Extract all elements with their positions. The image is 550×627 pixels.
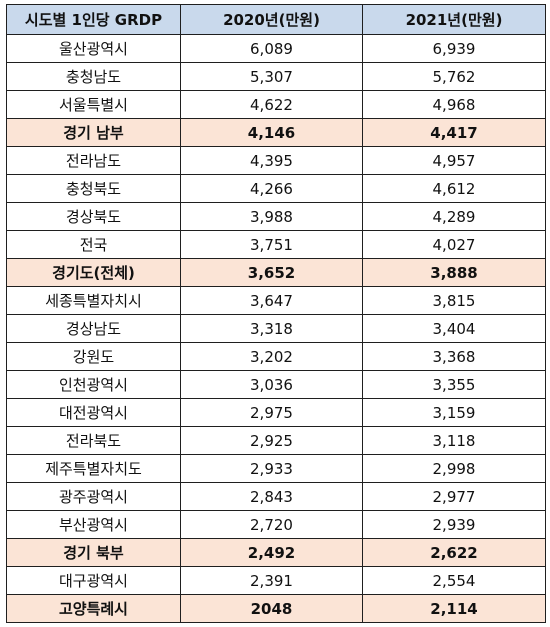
region-cell: 충청남도	[6, 62, 181, 91]
value-2021-cell: 2,998	[362, 454, 546, 483]
table-row: 대전광역시 2,975 3,159	[6, 398, 546, 427]
table-row: 부산광역시 2,720 2,939	[6, 510, 546, 539]
table-row: 대구광역시 2,391 2,554	[6, 566, 546, 595]
region-cell: 강원도	[6, 342, 181, 371]
region-cell: 전국	[6, 230, 181, 259]
table-row: 전라남도 4,395 4,957	[6, 146, 546, 175]
table-row: 경상북도 3,988 4,289	[6, 202, 546, 231]
table-row: 경기 북부 2,492 2,622	[6, 538, 546, 567]
value-2021-cell: 3,355	[362, 370, 546, 399]
value-2020-cell: 3,202	[180, 342, 363, 371]
value-2020-cell: 4,146	[180, 118, 363, 147]
table-row: 광주광역시 2,843 2,977	[6, 482, 546, 511]
region-cell: 고양특례시	[6, 594, 181, 623]
table-body: 울산광역시 6,089 6,939 충청남도 5,307 5,762 서울특별시 4,622 4…	[6, 34, 546, 623]
value-2020-cell: 2,720	[180, 510, 363, 539]
value-2021-cell: 3,118	[362, 426, 546, 455]
region-cell: 인천광역시	[6, 370, 181, 399]
value-2020-cell: 3,318	[180, 314, 363, 343]
table-row: 서울특별시 4,622 4,968	[6, 90, 546, 119]
region-cell: 경기도(전체)	[6, 258, 181, 287]
region-cell: 경기 남부	[6, 118, 181, 147]
value-2021-cell: 2,977	[362, 482, 546, 511]
value-2020-cell: 2048	[180, 594, 363, 623]
value-2020-cell: 2,492	[180, 538, 363, 567]
table-row: 충청북도 4,266 4,612	[6, 174, 546, 203]
value-2020-cell: 3,751	[180, 230, 363, 259]
table-row: 전국 3,751 4,027	[6, 230, 546, 259]
region-cell: 충청북도	[6, 174, 181, 203]
value-2020-cell: 4,266	[180, 174, 363, 203]
region-cell: 울산광역시	[6, 34, 181, 63]
table-row: 인천광역시 3,036 3,355	[6, 370, 546, 399]
region-cell: 대전광역시	[6, 398, 181, 427]
value-2021-cell: 5,762	[362, 62, 546, 91]
header-region: 시도별 1인당 GRDP	[6, 4, 181, 35]
region-cell: 광주광역시	[6, 482, 181, 511]
value-2020-cell: 3,988	[180, 202, 363, 231]
value-2020-cell: 3,647	[180, 286, 363, 315]
table-row: 울산광역시 6,089 6,939	[6, 34, 546, 63]
value-2020-cell: 3,036	[180, 370, 363, 399]
value-2021-cell: 4,968	[362, 90, 546, 119]
header-row: 시도별 1인당 GRDP 2020년(만원) 2021년(만원)	[6, 4, 546, 35]
value-2021-cell: 2,554	[362, 566, 546, 595]
table-row: 세종특별자치시 3,647 3,815	[6, 286, 546, 315]
value-2021-cell: 2,939	[362, 510, 546, 539]
table-row: 충청남도 5,307 5,762	[6, 62, 546, 91]
header-2020: 2020년(만원)	[180, 4, 363, 35]
region-cell: 전라북도	[6, 426, 181, 455]
value-2021-cell: 3,159	[362, 398, 546, 427]
grdp-table: 시도별 1인당 GRDP 2020년(만원) 2021년(만원) 울산광역시 6,…	[6, 4, 546, 623]
region-cell: 전라남도	[6, 146, 181, 175]
region-cell: 세종특별자치시	[6, 286, 181, 315]
value-2021-cell: 2,114	[362, 594, 546, 623]
region-cell: 경기 북부	[6, 538, 181, 567]
value-2021-cell: 4,957	[362, 146, 546, 175]
region-cell: 경상남도	[6, 314, 181, 343]
value-2021-cell: 4,417	[362, 118, 546, 147]
table-row: 고양특례시 2048 2,114	[6, 594, 546, 623]
value-2021-cell: 3,815	[362, 286, 546, 315]
region-cell: 대구광역시	[6, 566, 181, 595]
value-2020-cell: 2,925	[180, 426, 363, 455]
table-row: 경기 남부 4,146 4,417	[6, 118, 546, 147]
value-2021-cell: 4,027	[362, 230, 546, 259]
region-cell: 경상북도	[6, 202, 181, 231]
value-2021-cell: 3,404	[362, 314, 546, 343]
value-2020-cell: 4,622	[180, 90, 363, 119]
header-2021: 2021년(만원)	[362, 4, 546, 35]
value-2020-cell: 3,652	[180, 258, 363, 287]
value-2021-cell: 4,612	[362, 174, 546, 203]
value-2021-cell: 2,622	[362, 538, 546, 567]
value-2020-cell: 4,395	[180, 146, 363, 175]
region-cell: 부산광역시	[6, 510, 181, 539]
table-row: 제주특별자치도 2,933 2,998	[6, 454, 546, 483]
value-2020-cell: 2,975	[180, 398, 363, 427]
value-2021-cell: 4,289	[362, 202, 546, 231]
table-row: 경기도(전체) 3,652 3,888	[6, 258, 546, 287]
value-2020-cell: 6,089	[180, 34, 363, 63]
value-2021-cell: 3,368	[362, 342, 546, 371]
region-cell: 서울특별시	[6, 90, 181, 119]
value-2020-cell: 5,307	[180, 62, 363, 91]
region-cell: 제주특별자치도	[6, 454, 181, 483]
table-row: 경상남도 3,318 3,404	[6, 314, 546, 343]
value-2020-cell: 2,933	[180, 454, 363, 483]
value-2020-cell: 2,391	[180, 566, 363, 595]
value-2021-cell: 3,888	[362, 258, 546, 287]
value-2020-cell: 2,843	[180, 482, 363, 511]
table-row: 전라북도 2,925 3,118	[6, 426, 546, 455]
value-2021-cell: 6,939	[362, 34, 546, 63]
table-row: 강원도 3,202 3,368	[6, 342, 546, 371]
